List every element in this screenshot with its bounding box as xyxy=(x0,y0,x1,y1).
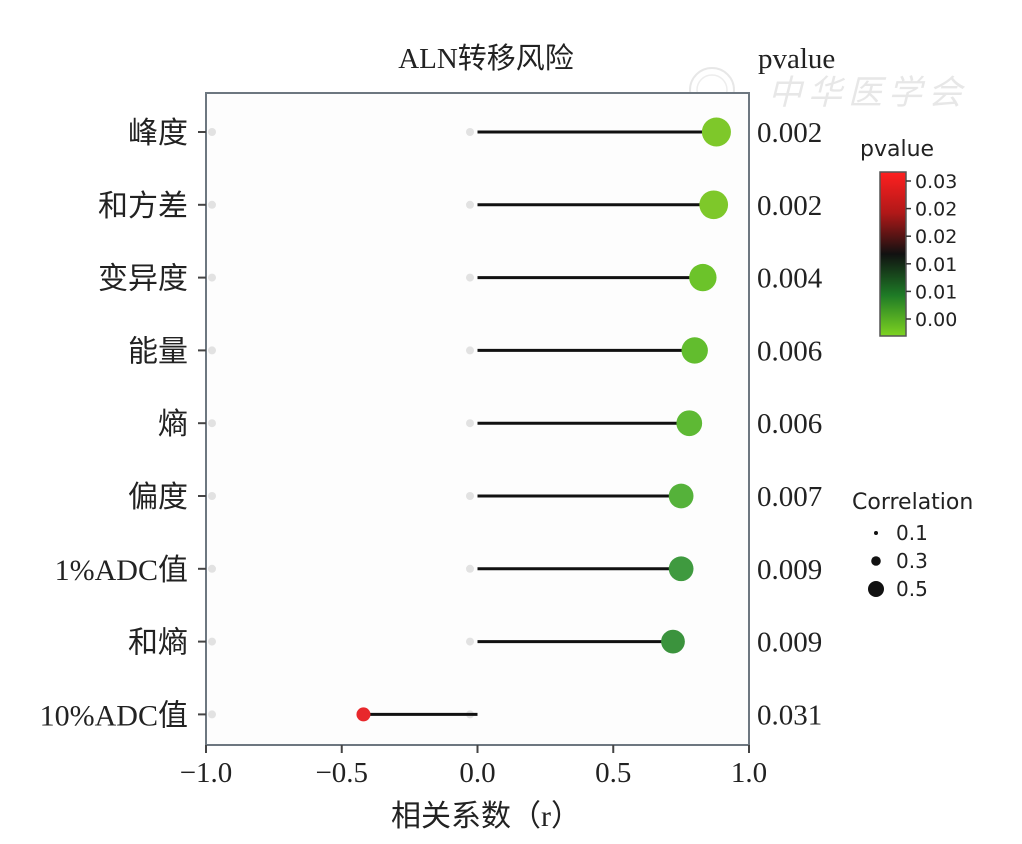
size-legend-marker xyxy=(868,581,884,597)
faint-marker xyxy=(208,637,216,646)
y-category-label: 10%ADC值 xyxy=(40,699,188,732)
pvalue-label: 0.009 xyxy=(757,554,822,586)
size-legend-label: 0.1 xyxy=(896,521,928,545)
faint-marker xyxy=(208,710,216,719)
lollipop-point xyxy=(676,410,703,437)
size-legend-label: 0.3 xyxy=(896,549,928,573)
lollipop-point xyxy=(699,190,729,220)
pvalue-labels: 0.002 0.002 0.004 0.006 0.006 0.007 0.009 0.009… xyxy=(757,117,823,731)
pvalue-label: 0.006 xyxy=(757,335,822,367)
pvalue-label: 0.002 xyxy=(757,117,822,149)
y-category-label: 和熵 xyxy=(128,627,188,660)
watermark-logo: 中华医学会 xyxy=(689,67,968,113)
watermark-text: 中华医学会 xyxy=(768,75,968,112)
faint-marker xyxy=(466,419,474,428)
pvalue-label: 0.031 xyxy=(757,699,822,731)
colorbar-tick-label: 0.01 xyxy=(915,281,957,303)
y-category-label: 变异度 xyxy=(98,263,188,296)
y-category-label: 熵 xyxy=(158,408,188,441)
faint-marker xyxy=(466,273,474,282)
faint-marker xyxy=(466,346,474,355)
pvalue-column-header: pvalue xyxy=(758,43,835,75)
size-legend-items: 0.1 0.3 0.5 xyxy=(868,521,928,601)
y-category-label: 峰度 xyxy=(128,117,188,150)
pvalue-label: 0.004 xyxy=(757,263,823,295)
colorbar-tick-label: 0.01 xyxy=(915,254,957,276)
x-tick-label: −0.5 xyxy=(315,757,368,789)
colorbar-tick-label: 0.00 xyxy=(915,309,957,331)
pvalue-label: 0.002 xyxy=(757,190,822,222)
y-category-label: 偏度 xyxy=(128,481,188,514)
faint-marker xyxy=(208,492,216,500)
chart-title: ALN转移风险 xyxy=(398,42,574,75)
lollipop-stems xyxy=(208,128,717,719)
pvalue-label: 0.006 xyxy=(757,408,822,440)
pvalue-label: 0.007 xyxy=(757,481,822,513)
x-tick-label: 1.0 xyxy=(731,757,767,789)
faint-marker xyxy=(466,564,474,573)
size-legend-marker xyxy=(871,556,881,566)
lollipop-point xyxy=(668,556,694,582)
faint-marker xyxy=(208,200,216,209)
x-axis-label: 相关系数（r） xyxy=(391,800,581,833)
x-tick-label: 0.5 xyxy=(595,757,631,789)
faint-marker xyxy=(208,346,216,355)
colorbar-tick-label: 0.03 xyxy=(915,171,957,193)
faint-marker xyxy=(466,128,474,136)
lollipop-point xyxy=(661,629,685,654)
lollipop-points xyxy=(356,117,731,722)
size-legend-marker xyxy=(874,531,878,535)
lollipop-point xyxy=(356,707,371,722)
plot-panel xyxy=(205,92,750,746)
lollipop-point xyxy=(681,337,708,364)
faint-marker xyxy=(208,128,216,136)
faint-marker xyxy=(208,273,216,282)
faint-marker xyxy=(466,200,474,209)
lollipop-point xyxy=(689,263,717,292)
colorbar-ticks: 0.03 0.02 0.02 0.01 0.01 0.00 xyxy=(906,171,957,331)
x-tick-label: −1.0 xyxy=(180,757,233,789)
pvalue-colorbar-legend: pvalue 0.03 0.02 0.02 0.01 0.01 0.00 xyxy=(860,137,957,337)
size-legend-label: 0.5 xyxy=(896,577,928,601)
faint-marker xyxy=(208,564,216,573)
x-axis: −1.0 −0.5 0.0 0.5 1.0 xyxy=(180,745,767,789)
y-category-label: 能量 xyxy=(128,335,188,368)
colorbar-tick-label: 0.02 xyxy=(915,199,957,221)
colorbar-tick-label: 0.02 xyxy=(915,226,957,248)
lollipop-point xyxy=(668,483,694,509)
x-tick-label: 0.0 xyxy=(459,757,495,789)
faint-marker xyxy=(466,637,474,646)
correlation-size-legend: Correlation 0.1 0.3 0.5 xyxy=(852,490,973,601)
lollipop-point xyxy=(701,117,731,147)
colorbar-title: pvalue xyxy=(860,137,934,162)
y-category-label: 和方差 xyxy=(98,190,188,223)
y-category-label: 1%ADC值 xyxy=(55,554,188,587)
pvalue-label: 0.009 xyxy=(757,627,822,659)
faint-marker xyxy=(466,492,474,500)
faint-marker xyxy=(208,419,216,428)
colorbar-gradient xyxy=(879,171,907,337)
size-legend-title: Correlation xyxy=(852,490,973,515)
